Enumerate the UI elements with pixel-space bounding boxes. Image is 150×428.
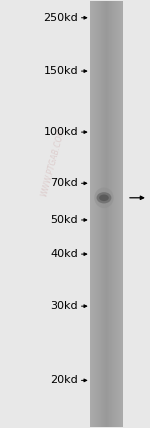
Bar: [96, 1, 97, 427]
Text: 70kd: 70kd: [50, 178, 78, 188]
Bar: [115, 1, 116, 427]
Bar: [116, 1, 117, 427]
Text: 40kd: 40kd: [50, 249, 78, 259]
Bar: [105, 1, 106, 427]
Bar: [100, 1, 101, 427]
Bar: [90, 1, 91, 427]
Bar: [113, 1, 114, 427]
Text: 250kd: 250kd: [43, 13, 78, 23]
Bar: [119, 1, 120, 427]
Bar: [99, 1, 100, 427]
Bar: [122, 1, 123, 427]
Text: WWW.PTGAB.COM: WWW.PTGAB.COM: [39, 128, 66, 198]
Bar: [111, 1, 112, 427]
Bar: [98, 1, 99, 427]
Ellipse shape: [97, 192, 111, 203]
Bar: [117, 1, 118, 427]
Bar: [112, 1, 113, 427]
Text: 100kd: 100kd: [43, 127, 78, 137]
Bar: [92, 1, 93, 427]
Text: 30kd: 30kd: [50, 301, 78, 311]
Bar: [107, 1, 108, 427]
Bar: [104, 1, 105, 427]
Text: 150kd: 150kd: [43, 66, 78, 76]
Ellipse shape: [99, 194, 109, 201]
Bar: [121, 1, 122, 427]
Bar: [93, 1, 94, 427]
Bar: [97, 1, 98, 427]
Text: 50kd: 50kd: [50, 215, 78, 225]
Bar: [108, 1, 109, 427]
Bar: [103, 1, 104, 427]
Bar: [110, 1, 111, 427]
Text: 20kd: 20kd: [50, 375, 78, 385]
Bar: [102, 1, 103, 427]
Bar: [118, 1, 119, 427]
Bar: [120, 1, 121, 427]
Ellipse shape: [94, 187, 114, 208]
Bar: [94, 1, 95, 427]
Bar: [95, 1, 96, 427]
Bar: [106, 1, 107, 427]
Bar: [114, 1, 115, 427]
Bar: [101, 1, 102, 427]
